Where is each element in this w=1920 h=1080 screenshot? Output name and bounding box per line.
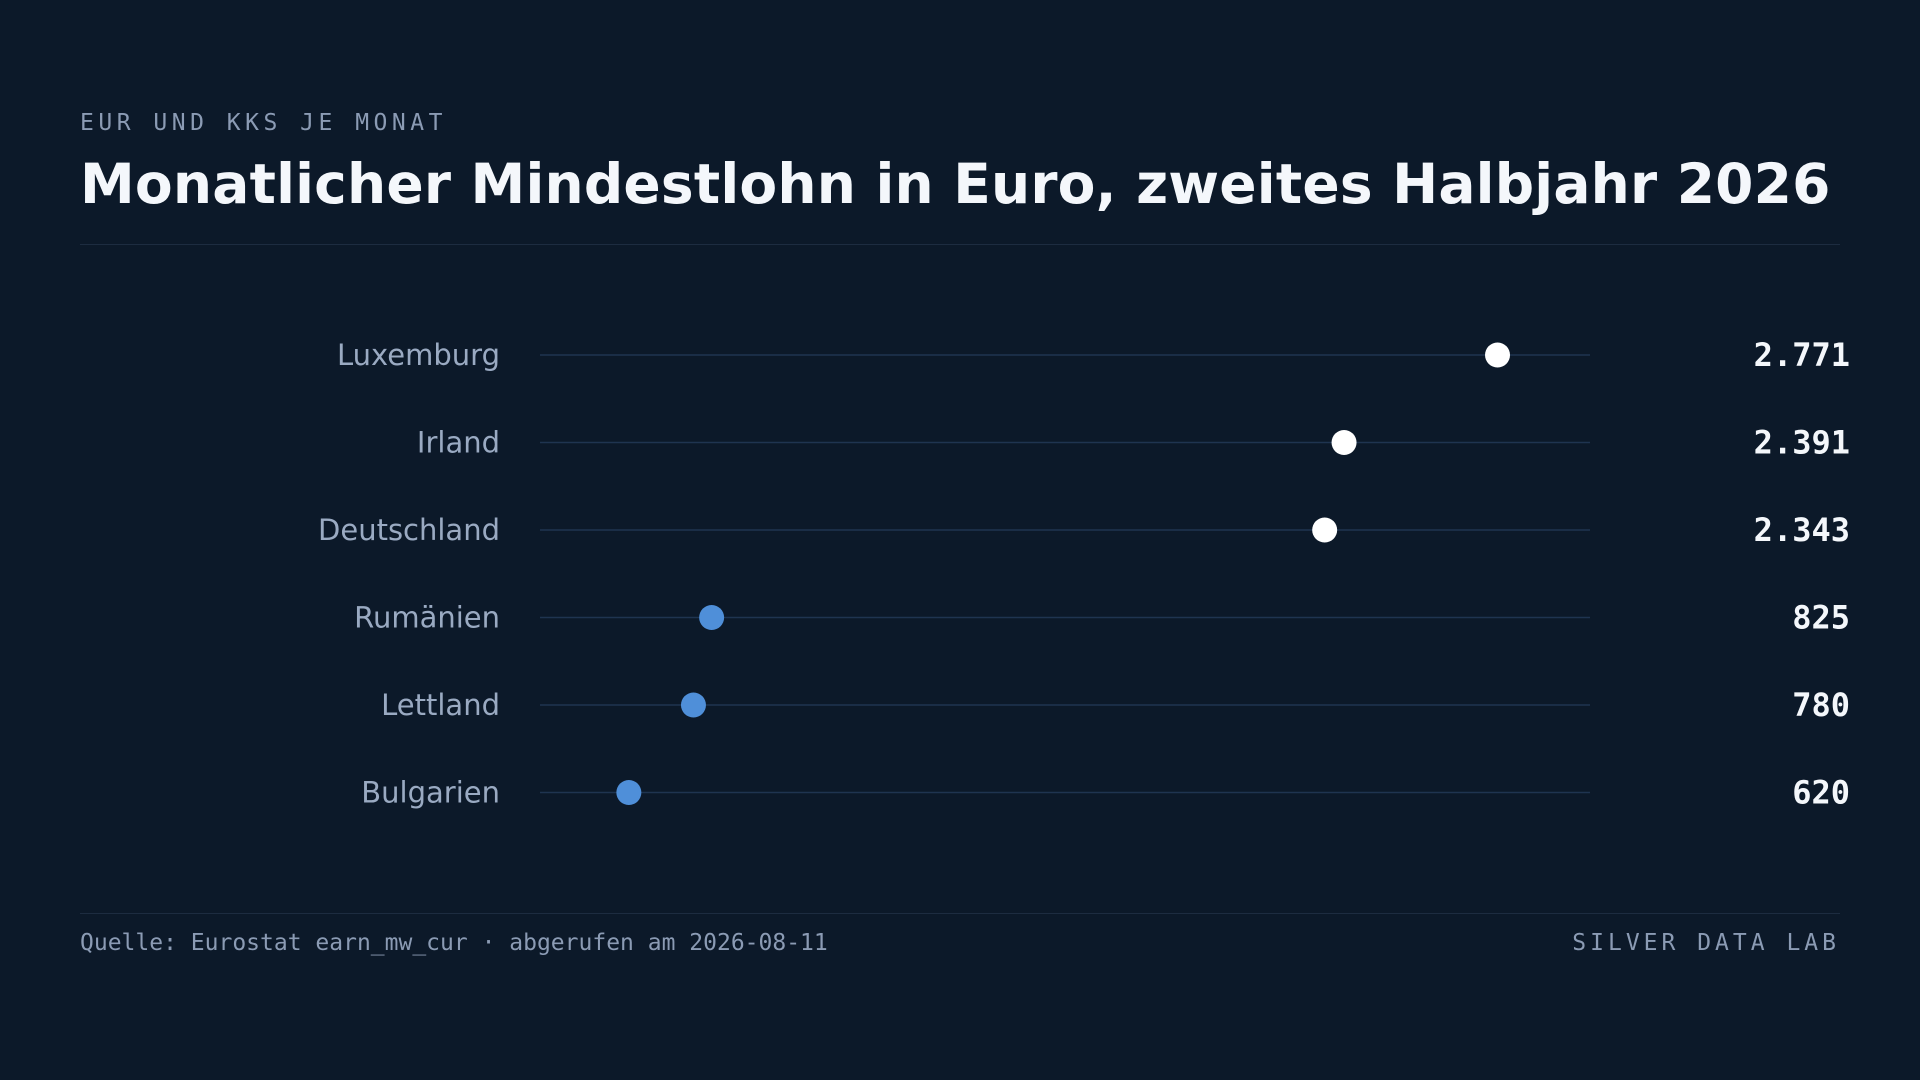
source-note: Quelle: Eurostat earn_mw_cur · abgerufen… xyxy=(80,930,828,956)
brand-label: SILVER DATA LAB xyxy=(1572,930,1840,956)
value-label: 825 xyxy=(1792,599,1850,637)
value-label: 2.391 xyxy=(1754,424,1850,462)
category-label: Deutschland xyxy=(318,513,500,547)
category-label: Irland xyxy=(417,426,500,460)
value-label: 2.771 xyxy=(1754,336,1850,374)
value-label: 780 xyxy=(1792,686,1850,724)
category-label: Lettland xyxy=(381,688,500,722)
data-point xyxy=(699,605,725,630)
data-point xyxy=(680,692,706,718)
data-point xyxy=(1485,342,1511,368)
value-label: 620 xyxy=(1792,774,1850,812)
data-point xyxy=(1312,517,1338,543)
header-divider xyxy=(80,244,1840,245)
chart-title: Monatlicher Mindestlohn in Euro, zweites… xyxy=(80,152,1831,216)
data-point xyxy=(1331,430,1357,455)
category-label: Luxemburg xyxy=(337,338,500,372)
chart-eyebrow: EUR UND KKS JE MONAT xyxy=(80,110,447,136)
data-point xyxy=(616,780,642,805)
footer-divider xyxy=(80,913,1840,914)
category-label: Bulgarien xyxy=(361,776,500,810)
category-label: Rumänien xyxy=(354,601,500,635)
value-label: 2.343 xyxy=(1754,511,1850,549)
